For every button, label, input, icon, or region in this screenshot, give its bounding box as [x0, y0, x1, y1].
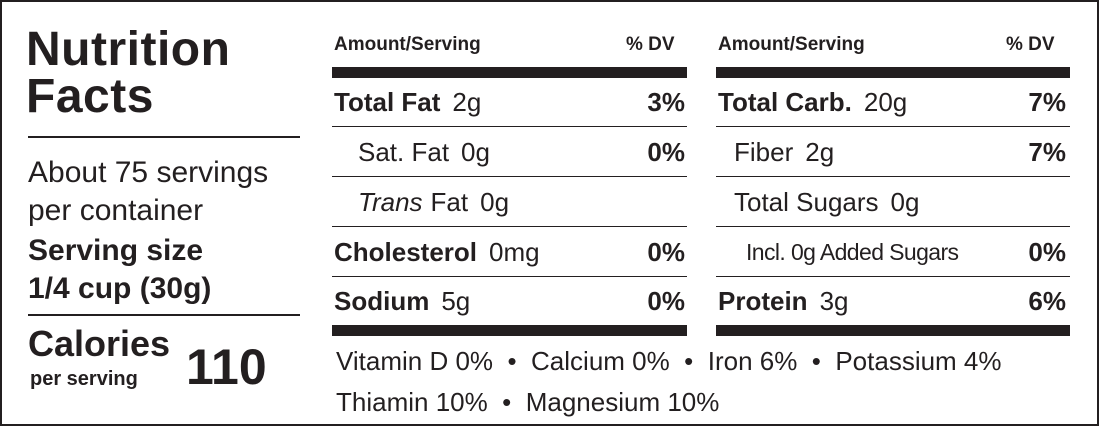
nutrient-dv: 0% [647, 136, 685, 167]
title-line-1: Nutrition [26, 23, 231, 76]
nutrient-amount: 0g [480, 186, 510, 217]
nutrient-dv: 0% [647, 285, 685, 316]
nutrient-name-italic: Trans [358, 186, 423, 217]
nutrient-row: Trans Fat 0g [358, 177, 685, 227]
calories-sublabel: per serving [30, 368, 138, 390]
nutrient-row: Sat. Fat 0g 0% [358, 127, 685, 177]
nutrient-name: Protein [718, 285, 808, 316]
row-divider [716, 276, 1070, 277]
thick-rule [716, 325, 1070, 336]
nutrient-row: Fiber 2g 7% [734, 127, 1066, 177]
calories-label: Calories [28, 323, 171, 364]
thick-rule [332, 67, 687, 78]
divider [28, 314, 300, 316]
nutrient-amount: 2g [805, 136, 835, 167]
nutrient-row: Cholesterol 0mg 0% [334, 227, 685, 277]
nutrient-name: Total Sugars [734, 186, 879, 217]
nutrient-row: Incl. 0g Added Sugars 0% [746, 227, 1066, 277]
nutrient-dv: 7% [1028, 86, 1066, 117]
nutrient-amount: 0g [890, 186, 920, 217]
nutrient-name: Cholesterol [334, 236, 478, 267]
nutrient-row: Protein 3g 6% [718, 276, 1066, 326]
thick-rule [332, 325, 687, 336]
nutrient-dv: 7% [1028, 136, 1066, 167]
nutrient-amount: 3g [819, 285, 849, 316]
nutrient-row: Sodium 5g 0% [334, 276, 685, 326]
nutrient-dv: 0% [647, 236, 685, 267]
nutrient-name: Fat [430, 186, 469, 217]
nutrient-amount: 0g [461, 136, 490, 167]
nutrient-name: Sat. Fat [358, 136, 450, 167]
nutrient-name: Total Fat [334, 86, 441, 117]
serving-size-value: 1/4 cup (30g) [28, 272, 212, 305]
row-divider [332, 226, 687, 227]
nutrient-amount: 5g [441, 285, 471, 316]
nutrient-amount: 0mg [489, 236, 540, 267]
nutrient-dv: 3% [647, 86, 685, 117]
serving-size: Serving size 1/4 cup (30g) [28, 232, 211, 308]
nutrition-facts-title: Nutrition Facts [26, 23, 231, 123]
nutrient-row: Total Sugars 0g [734, 177, 1066, 227]
row-divider [716, 176, 1070, 177]
row-divider [332, 126, 687, 127]
nutrient-amount: 2g [452, 86, 482, 117]
vitamins-line-1: Vitamin D 0% • Calcium 0% • Iron 6% • Po… [336, 346, 1002, 376]
vitamins-line-2: Thiamin 10% • Magnesium 10% [336, 387, 720, 417]
row-divider [332, 276, 687, 277]
divider [28, 136, 300, 138]
left-amount-header: Amount/Serving [334, 34, 481, 55]
nutrient-name: Sodium [334, 285, 430, 316]
left-dv-header: % DV [626, 34, 675, 55]
servings-line-2: per container [28, 194, 204, 227]
row-divider [332, 176, 687, 177]
servings-per-container: About 75 servings per container [28, 154, 268, 230]
nutrient-name: Total Carb. [718, 86, 852, 117]
nutrient-row: Total Fat 2g 3% [334, 77, 685, 127]
row-divider [716, 226, 1070, 227]
thick-rule [716, 67, 1070, 78]
nutrient-name: Incl. 0g Added Sugars [746, 238, 959, 265]
nutrient-dv: 0% [1028, 236, 1066, 267]
calories-value: 110 [186, 339, 267, 395]
nutrient-row: Total Carb. 20g 7% [718, 77, 1066, 127]
nutrient-name: Fiber [734, 136, 794, 167]
row-divider [716, 126, 1070, 127]
right-amount-header: Amount/Serving [718, 34, 865, 55]
right-dv-header: % DV [1006, 34, 1055, 55]
serving-size-label: Serving size [28, 234, 204, 267]
title-line-2: Facts [26, 70, 154, 123]
nutrient-amount: 20g [863, 86, 908, 117]
nutrient-dv: 6% [1028, 285, 1066, 316]
servings-line-1: About 75 servings [28, 156, 269, 189]
